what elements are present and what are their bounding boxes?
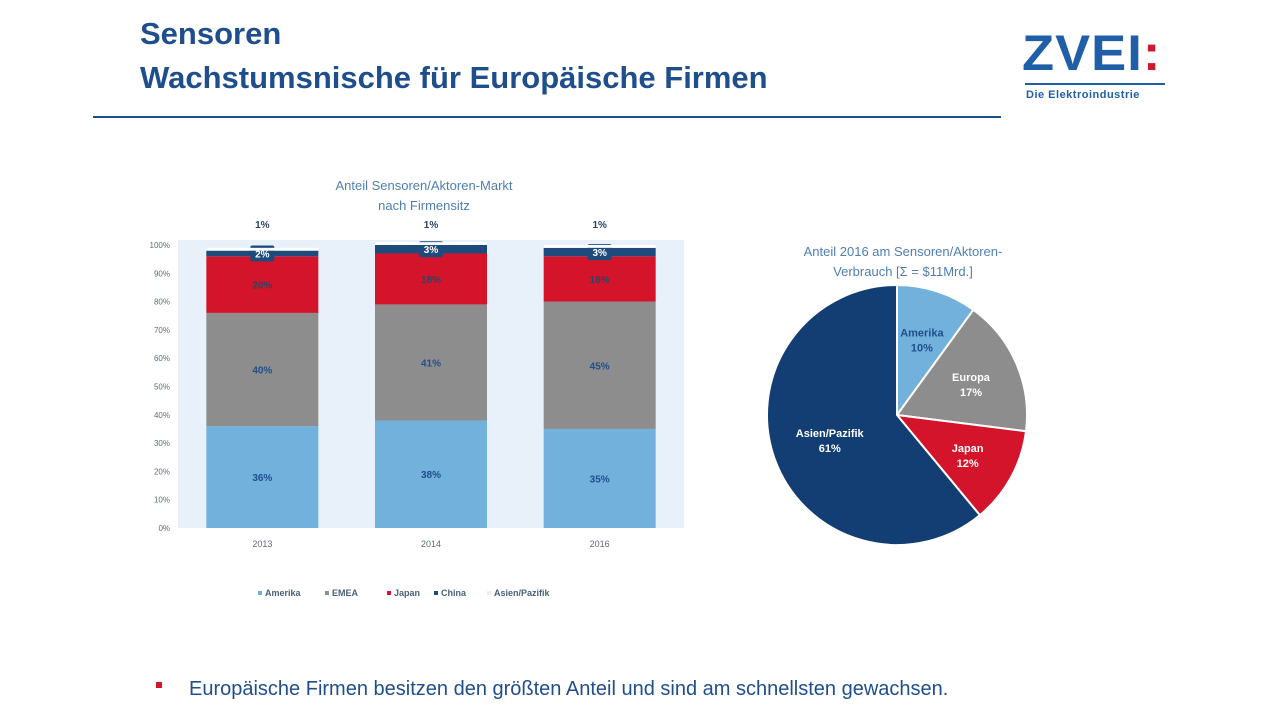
data-label: 36% (252, 473, 272, 484)
data-label: 18% (421, 275, 441, 286)
bullet-text: Europäische Firmen besitzen den größten … (189, 678, 949, 700)
data-label: 35% (590, 474, 610, 485)
x-tick-label: 2013 (252, 539, 272, 549)
y-tick-label: 30% (154, 439, 170, 448)
data-label: 3% (592, 248, 607, 259)
pie-label: Japan (952, 443, 984, 455)
y-tick-label: 50% (154, 383, 170, 392)
page-title: Sensoren (140, 16, 282, 51)
legend-marker (487, 591, 491, 595)
bar-segment-emea (375, 304, 487, 421)
legend-label: Japan (394, 588, 420, 598)
data-label: 2% (255, 249, 270, 260)
logo-tagline: Die Elektroindustrie (1026, 89, 1140, 101)
data-label: 3% (424, 245, 439, 256)
china-label-box (419, 241, 443, 258)
bar-chart-title: Anteil Sensoren/Aktoren-Markt (335, 178, 512, 193)
y-tick-label: 40% (154, 411, 170, 420)
pie-value: 10% (911, 342, 933, 354)
pie-chart-title: Verbrauch [Σ = $11Mrd.] (833, 264, 973, 279)
y-tick-label: 60% (154, 354, 170, 363)
data-label: 40% (252, 366, 272, 377)
y-tick-label: 100% (150, 241, 170, 250)
china-label-box (587, 244, 612, 261)
bar-segment-asien-pazifik (206, 247, 319, 251)
title-divider (93, 116, 1001, 118)
bar-segment-asien-pazifik (543, 245, 656, 248)
zvei-logo: ZVEI: Die Elektroindustrie (1022, 28, 1172, 108)
pie-slice-japan (894, 413, 1028, 517)
logo-wordmark: ZVEI: (1022, 25, 1162, 81)
bar-segment-japan (543, 256, 656, 302)
legend-label: EMEA (332, 588, 359, 598)
pie-label: Amerika (900, 327, 944, 339)
legend-marker (325, 591, 329, 595)
bar-segment-japan (375, 253, 487, 305)
data-label: 1% (424, 220, 439, 231)
pie-slice-asien-pazifik (766, 283, 982, 546)
x-tick-label: 2014 (421, 539, 441, 549)
logo-underline (1025, 83, 1165, 85)
y-tick-label: 90% (154, 269, 170, 278)
legend-label: China (441, 588, 467, 598)
y-tick-label: 80% (154, 298, 170, 307)
pie-chart-title: Anteil 2016 am Sensoren/Aktoren- (804, 244, 1003, 259)
pie-label: Asien/Pazifik (796, 428, 865, 440)
bar-segment-amerika (375, 420, 487, 528)
y-tick-label: 70% (154, 326, 170, 335)
data-label: 38% (421, 470, 441, 481)
data-label: 45% (590, 361, 610, 372)
pie-value: 17% (960, 387, 982, 399)
bar-segment-amerika (206, 426, 319, 528)
y-tick-label: 10% (154, 496, 170, 505)
legend-marker (387, 591, 391, 595)
bar-segment-asien-pazifik (375, 242, 487, 245)
legend-label: Amerika (265, 588, 302, 598)
x-tick-label: 2016 (590, 539, 610, 549)
data-label: 16% (590, 275, 610, 286)
bar-segment-amerika (543, 428, 656, 528)
data-label: 1% (592, 220, 607, 231)
pie-slice-amerika (896, 283, 975, 419)
pie-value: 12% (957, 458, 979, 470)
data-label: 20% (252, 281, 272, 292)
bar-segment-emea (543, 301, 656, 429)
bar-segment-japan (206, 256, 319, 313)
legend-label: Asien/Pazifik (494, 588, 551, 598)
y-tick-label: 20% (154, 467, 170, 476)
pie-slice-europa (895, 308, 1028, 433)
pie-value: 61% (819, 443, 841, 455)
legend-marker (434, 591, 438, 595)
bar-chart-title: nach Firmensitz (378, 198, 470, 213)
y-tick-label: 0% (158, 524, 170, 533)
data-label: 41% (421, 358, 441, 369)
page-subtitle: Wachstumsnische für Europäische Firmen (140, 60, 768, 95)
legend-marker (258, 591, 262, 595)
data-label: 1% (255, 220, 270, 231)
bar-segment-emea (206, 312, 319, 427)
bullet-marker (156, 682, 162, 688)
pie-label: Europa (952, 372, 991, 384)
